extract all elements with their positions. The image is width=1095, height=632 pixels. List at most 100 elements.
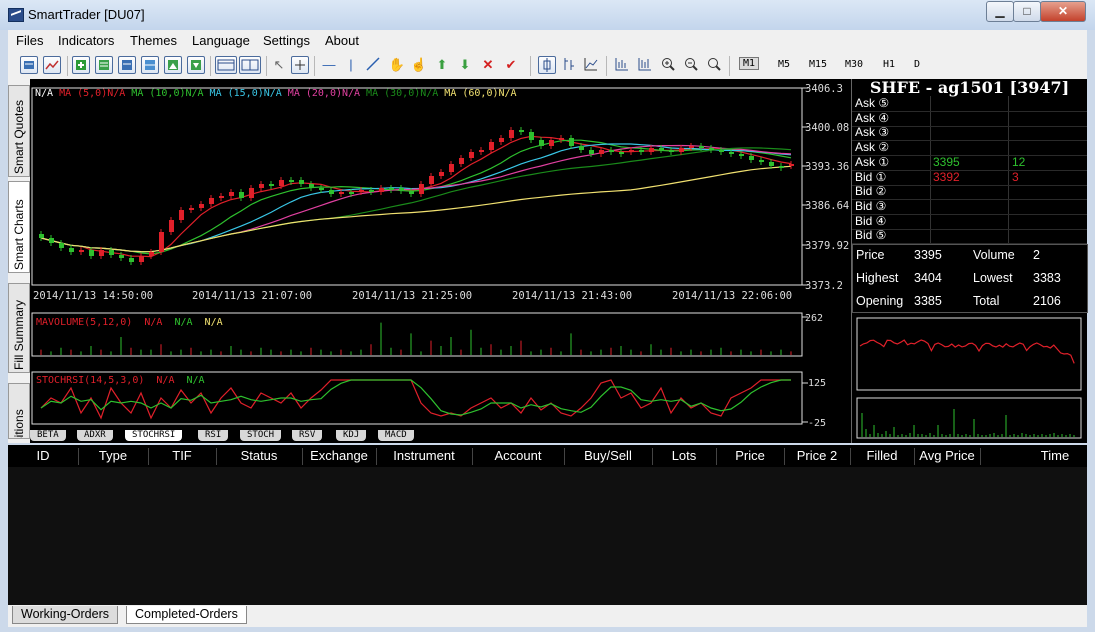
depth-row-1[interactable]: Ask ④ — [852, 111, 1087, 127]
stochrsi-chart[interactable]: STOCHRSI(14,5,3,0) N/A N/A 125 -25 — [30, 368, 852, 430]
download-icon[interactable] — [187, 56, 205, 74]
candle-body — [149, 252, 154, 256]
period-m30[interactable]: M30 — [845, 59, 864, 70]
depth-row-0[interactable]: Ask ⑤ — [852, 96, 1087, 112]
hand-icon[interactable]: ✋ — [388, 57, 406, 72]
candle-body — [609, 150, 614, 152]
zoom-fit-icon[interactable] — [705, 56, 723, 74]
menu-language[interactable]: Language — [192, 33, 250, 48]
candle-body — [639, 150, 644, 152]
column-header-id[interactable]: ID — [8, 448, 79, 465]
instrument-title: SHFE - ag1501 [3947] — [869, 78, 1070, 97]
column-header-type[interactable]: Type — [78, 448, 149, 465]
menu-files[interactable]: Files — [16, 33, 44, 48]
candle-body — [759, 160, 764, 162]
maximize-button[interactable]: □ — [1013, 1, 1041, 22]
price-tick-1: 3400.08 — [805, 122, 849, 134]
orders-grid[interactable] — [8, 467, 1087, 605]
pointer-icon[interactable]: ☝ — [410, 57, 428, 72]
close-button[interactable]: ✕ — [1040, 1, 1086, 22]
price-chart[interactable]: N/A MA (5,0)N/A MA (10,0)N/A MA (15,0)N/A MA… — [30, 80, 852, 306]
period-m5[interactable]: M5 — [778, 59, 791, 70]
crosshair-icon[interactable] — [291, 56, 309, 74]
menu-indicators[interactable]: Indicators — [58, 33, 115, 48]
image-icon[interactable] — [164, 56, 182, 74]
period-m15[interactable]: M15 — [809, 59, 828, 70]
column-header-avg-price[interactable]: Avg Price — [914, 448, 981, 465]
tab-working-orders[interactable]: Working-Orders — [12, 606, 118, 624]
column-header-instrument[interactable]: Instrument — [376, 448, 473, 465]
layout2-icon[interactable] — [239, 56, 261, 74]
check-icon[interactable]: ✔ — [505, 57, 517, 72]
tab-smart-quotes[interactable]: Smart Quotes — [8, 85, 30, 177]
depth-row-8[interactable]: Bid ④ — [852, 214, 1087, 230]
menu-themes[interactable]: Themes — [130, 33, 177, 48]
column-header-lots[interactable]: Lots — [652, 448, 717, 465]
column-header-tif[interactable]: TIF — [148, 448, 217, 465]
volume-label: MAVOLUME(5,12,0) — [36, 317, 132, 328]
indicator-tab-adxr[interactable]: ADXR — [77, 430, 113, 441]
candle-body — [309, 184, 314, 188]
menu-about[interactable]: About — [325, 33, 359, 48]
add-icon[interactable] — [72, 56, 90, 74]
period-m1[interactable]: M1 — [739, 57, 760, 70]
tab-smart-charts[interactable]: Smart Charts — [8, 181, 30, 273]
indicator-tab-stoch[interactable]: STOCH — [240, 430, 282, 441]
column-header-price-2[interactable]: Price 2 — [784, 448, 851, 465]
cursor-icon[interactable]: ↖ — [273, 57, 285, 72]
column-header-price[interactable]: Price — [716, 448, 785, 465]
layout1-icon[interactable] — [215, 56, 237, 74]
arrow-down-icon[interactable]: ⬇ — [459, 57, 471, 72]
column-header-filled[interactable]: Filled — [850, 448, 915, 465]
zoom-out-icon[interactable] — [682, 56, 700, 74]
indicator-tab-beta[interactable]: BETA — [30, 430, 66, 441]
column-header-buy-sell[interactable]: Buy/Sell — [564, 448, 653, 465]
indicator-tab-macd[interactable]: MACD — [378, 430, 414, 441]
bars3-icon[interactable] — [635, 56, 653, 74]
orders-tab-strip: Working-Orders Completed-Orders — [8, 605, 1087, 627]
zoom-in-icon[interactable] — [659, 56, 677, 74]
depth-row-3[interactable]: Ask ② — [852, 140, 1087, 157]
depth-row-9[interactable]: Bid ⑤ — [852, 228, 1087, 245]
depth-row-4[interactable]: Ask ① 3395 12 — [852, 155, 1087, 171]
depth-row-7[interactable]: Bid ③ — [852, 199, 1087, 215]
table-icon[interactable] — [141, 56, 159, 74]
tab-positions[interactable]: Positions — [8, 383, 30, 439]
indicator-tab-stochrsi[interactable]: STOCHRSI — [125, 430, 183, 441]
window-title: SmartTrader [DU07] — [28, 7, 145, 22]
volume-chart[interactable]: MAVOLUME(5,12,0) N/A N/A N/A 262 — [30, 310, 852, 360]
depth-row-2[interactable]: Ask ③ — [852, 125, 1087, 142]
column-header-account[interactable]: Account — [472, 448, 565, 465]
line-icon[interactable] — [582, 56, 600, 74]
volume-bars — [40, 322, 792, 355]
column-header-exchange[interactable]: Exchange — [302, 448, 377, 465]
quotes-icon[interactable] — [20, 56, 38, 74]
minimize-button[interactable]: ▁ — [986, 1, 1014, 22]
chart-icon[interactable] — [43, 56, 61, 74]
depth-row-5[interactable]: Bid ① 3392 3 — [852, 170, 1087, 186]
trendline-icon[interactable] — [364, 56, 382, 74]
column-header-time[interactable]: Time — [980, 448, 1095, 465]
period-d[interactable]: D — [914, 59, 921, 70]
arrow-up-icon[interactable]: ⬆ — [436, 57, 448, 72]
depth-row-6[interactable]: Bid ② — [852, 184, 1087, 201]
indicator-tab-rsv[interactable]: RSV — [292, 430, 323, 441]
bar-icon[interactable] — [560, 56, 578, 74]
list2-icon[interactable] — [118, 56, 136, 74]
hline-icon[interactable]: — — [322, 57, 336, 72]
bars2-icon[interactable] — [612, 56, 630, 74]
tab-completed-orders[interactable]: Completed-Orders — [126, 606, 247, 624]
list-icon[interactable] — [95, 56, 113, 74]
indicator-tab-kdj[interactable]: KDJ — [336, 430, 367, 441]
stochrsi-na1: N/A — [156, 375, 174, 386]
period-h1[interactable]: H1 — [883, 59, 896, 70]
stochrsi-na2: N/A — [187, 375, 205, 386]
column-header-status[interactable]: Status — [216, 448, 303, 465]
delete-icon[interactable]: ✕ — [482, 57, 494, 72]
candle-body — [499, 138, 504, 142]
menu-settings[interactable]: Settings — [263, 33, 310, 48]
candle-icon[interactable] — [538, 56, 556, 74]
vline-icon[interactable]: | — [349, 57, 353, 72]
indicator-tab-rsi[interactable]: RSI — [198, 430, 229, 441]
tab-fill-summary[interactable]: Fill Summary — [8, 283, 30, 373]
